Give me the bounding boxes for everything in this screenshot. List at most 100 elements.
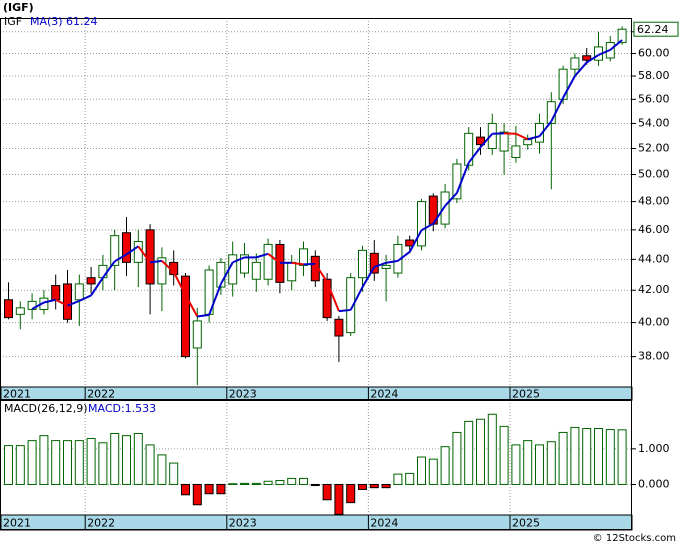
ma-segment: [349, 286, 364, 311]
ma-segment: [515, 132, 529, 141]
macd-value: MACD:1.533: [88, 402, 156, 415]
macd-bar: [546, 441, 556, 485]
candle-body: [15, 307, 25, 315]
macd-bar: [417, 456, 426, 485]
macd-bar: [535, 444, 544, 485]
ma-segment: [574, 61, 588, 77]
macd-bar: [605, 429, 615, 485]
macd-bar: [523, 440, 533, 485]
chart-title: (IGF): [3, 1, 34, 14]
candle-body: [381, 264, 391, 269]
macd-bar: [240, 482, 249, 485]
y-tick-label: 50.00: [638, 168, 670, 181]
ma-segment: [78, 294, 92, 302]
ma-segment: [220, 261, 234, 285]
candle-body: [287, 261, 297, 282]
macd-bar: [27, 440, 37, 485]
y-tick-label: 44.00: [638, 252, 670, 265]
y-tick-label: 42.00: [638, 283, 670, 296]
macd-bar: [275, 480, 285, 485]
candle-body: [122, 232, 131, 263]
ma-segment: [397, 251, 411, 262]
ma-segment: [137, 245, 151, 263]
x-tick-label: 2022: [87, 388, 115, 401]
macd-bar: [86, 437, 96, 485]
macd-bar: [169, 462, 179, 485]
ma-segment: [432, 205, 446, 225]
macd-bar: [358, 483, 367, 490]
candle-body: [369, 252, 379, 274]
candle-body: [417, 201, 426, 247]
y-tick-label: 52.00: [638, 141, 670, 154]
candle-body: [334, 318, 344, 337]
macd-bar: [263, 480, 273, 485]
macd-bar: [393, 473, 403, 485]
macd-bar: [98, 442, 108, 485]
ma-segment: [444, 192, 458, 207]
candle-body: [511, 145, 521, 158]
ma-segment: [256, 252, 269, 259]
candle-body: [86, 277, 96, 285]
macd-bar: [594, 428, 603, 485]
candle-body: [523, 139, 533, 146]
ma-segment: [562, 75, 576, 99]
x-tick-label: 2025: [512, 388, 540, 401]
candle-body: [63, 283, 72, 320]
macd-bar: [582, 428, 592, 485]
ma-segment: [421, 222, 434, 232]
macd-bar: [346, 483, 356, 504]
ma-segment: [197, 313, 210, 318]
ma-segment: [232, 256, 245, 264]
x-tick-label: 2021: [3, 388, 31, 401]
macd-bar: [122, 435, 131, 485]
ma-segment: [479, 133, 494, 148]
ma-segment: [90, 277, 104, 297]
ma-segment: [338, 308, 351, 313]
y-tick-label: 56.00: [638, 92, 670, 105]
ma-segment: [361, 266, 376, 288]
macd-bar: [369, 483, 379, 489]
macd-bar: [133, 432, 143, 485]
ma-segment: [538, 120, 553, 137]
candle-body: [51, 284, 61, 301]
candle-body: [322, 278, 332, 319]
ma-segment: [291, 261, 304, 266]
ma-segment: [267, 252, 281, 264]
y-tick-label: 1.000: [638, 442, 670, 455]
candle-body: [133, 240, 143, 263]
ma-segment: [609, 39, 623, 51]
ma-segment: [43, 298, 56, 304]
macd-bar: [511, 444, 521, 485]
x-tick-label: 2024: [370, 517, 398, 530]
y-tick-label: 40.00: [638, 316, 670, 329]
y-tick-label: 0.000: [638, 477, 670, 490]
legend-symbol: IGF: [4, 15, 22, 28]
ma-segment: [172, 271, 187, 296]
x-tick-label: 2025: [512, 517, 540, 530]
macd-bar: [310, 483, 320, 487]
macd-bar: [558, 431, 568, 485]
macd-bar: [192, 483, 202, 506]
macd-bar: [4, 445, 13, 485]
last-price-label: 62.24: [637, 23, 669, 36]
ma-segment: [208, 283, 222, 316]
x-tick-label: 2023: [229, 388, 257, 401]
ma-segment: [102, 260, 116, 279]
macd-bar: [381, 483, 391, 489]
x-tick-label: 2023: [229, 517, 257, 530]
ma-segment: [598, 48, 611, 56]
candle-body: [27, 300, 37, 310]
y-tick-label: 48.00: [638, 195, 670, 208]
macd-bar: [334, 483, 344, 515]
macd-bar: [181, 483, 190, 496]
macd-bar: [51, 440, 61, 485]
macd-bar: [428, 458, 438, 485]
macd-bar: [110, 432, 120, 485]
candle-body: [358, 249, 367, 279]
macd-title: MACD(26,12,9): [4, 402, 88, 415]
y-tick-label: 38.00: [638, 350, 670, 363]
macd-bar: [440, 446, 450, 485]
ma-segment: [326, 281, 340, 312]
candle-body: [299, 248, 308, 266]
